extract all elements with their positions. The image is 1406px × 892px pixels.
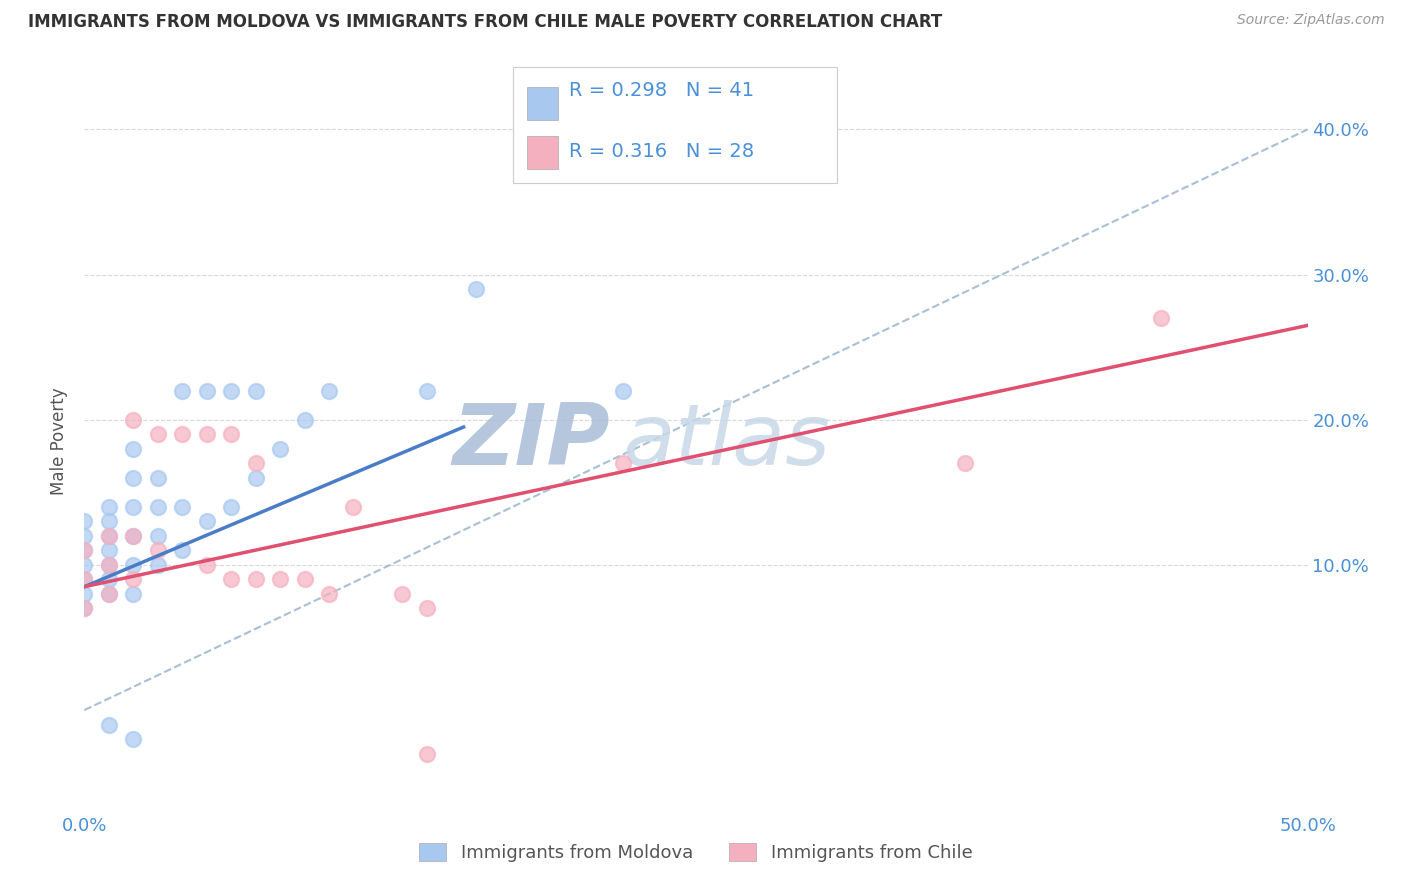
- Point: [97, 529, 120, 543]
- Point: [97, 515, 120, 529]
- Point: [318, 384, 340, 398]
- Point: [146, 500, 169, 514]
- Point: [73, 587, 96, 601]
- Point: [219, 500, 242, 514]
- Point: [172, 384, 194, 398]
- Y-axis label: Male Poverty: Male Poverty: [51, 388, 69, 495]
- Point: [172, 543, 194, 558]
- Point: [97, 543, 120, 558]
- Point: [245, 456, 267, 470]
- Point: [73, 543, 96, 558]
- Point: [219, 384, 242, 398]
- Point: [172, 500, 194, 514]
- Point: [97, 558, 120, 572]
- Point: [73, 515, 96, 529]
- Point: [245, 384, 267, 398]
- Point: [146, 471, 169, 485]
- Text: R = 0.316   N = 28: R = 0.316 N = 28: [569, 142, 755, 161]
- Point: [294, 413, 316, 427]
- Point: [122, 442, 145, 456]
- Point: [97, 587, 120, 601]
- Text: ZIP: ZIP: [453, 400, 610, 483]
- Point: [146, 543, 169, 558]
- Point: [953, 456, 976, 470]
- Point: [294, 573, 316, 587]
- Point: [195, 558, 218, 572]
- Point: [122, 529, 145, 543]
- Point: [146, 427, 169, 442]
- Point: [195, 384, 218, 398]
- Point: [219, 573, 242, 587]
- Point: [122, 529, 145, 543]
- Point: [464, 282, 486, 296]
- Point: [73, 558, 96, 572]
- Point: [195, 427, 218, 442]
- Legend: Immigrants from Moldova, Immigrants from Chile: Immigrants from Moldova, Immigrants from…: [412, 836, 980, 870]
- Point: [1150, 311, 1173, 326]
- Point: [172, 427, 194, 442]
- Point: [73, 573, 96, 587]
- Point: [97, 500, 120, 514]
- Point: [391, 587, 413, 601]
- Point: [416, 384, 439, 398]
- Point: [97, 529, 120, 543]
- Point: [612, 384, 634, 398]
- Point: [245, 471, 267, 485]
- Point: [146, 529, 169, 543]
- Point: [122, 413, 145, 427]
- Point: [73, 529, 96, 543]
- Point: [122, 500, 145, 514]
- Point: [245, 573, 267, 587]
- Point: [122, 573, 145, 587]
- Point: [97, 587, 120, 601]
- Point: [269, 573, 291, 587]
- Point: [97, 573, 120, 587]
- Point: [97, 558, 120, 572]
- Point: [318, 587, 340, 601]
- Point: [73, 601, 96, 615]
- Point: [146, 558, 169, 572]
- Text: R = 0.298   N = 41: R = 0.298 N = 41: [569, 81, 755, 101]
- Point: [73, 543, 96, 558]
- Point: [416, 601, 439, 615]
- Point: [219, 427, 242, 442]
- Text: Source: ZipAtlas.com: Source: ZipAtlas.com: [1237, 13, 1385, 28]
- Point: [342, 500, 364, 514]
- Point: [612, 456, 634, 470]
- Point: [122, 558, 145, 572]
- Text: IMMIGRANTS FROM MOLDOVA VS IMMIGRANTS FROM CHILE MALE POVERTY CORRELATION CHART: IMMIGRANTS FROM MOLDOVA VS IMMIGRANTS FR…: [28, 13, 942, 31]
- Point: [122, 732, 145, 747]
- Point: [97, 717, 120, 731]
- Point: [122, 471, 145, 485]
- Text: atlas: atlas: [623, 400, 831, 483]
- Point: [195, 515, 218, 529]
- Point: [416, 747, 439, 761]
- Point: [269, 442, 291, 456]
- Point: [73, 573, 96, 587]
- Point: [73, 601, 96, 615]
- Point: [122, 587, 145, 601]
